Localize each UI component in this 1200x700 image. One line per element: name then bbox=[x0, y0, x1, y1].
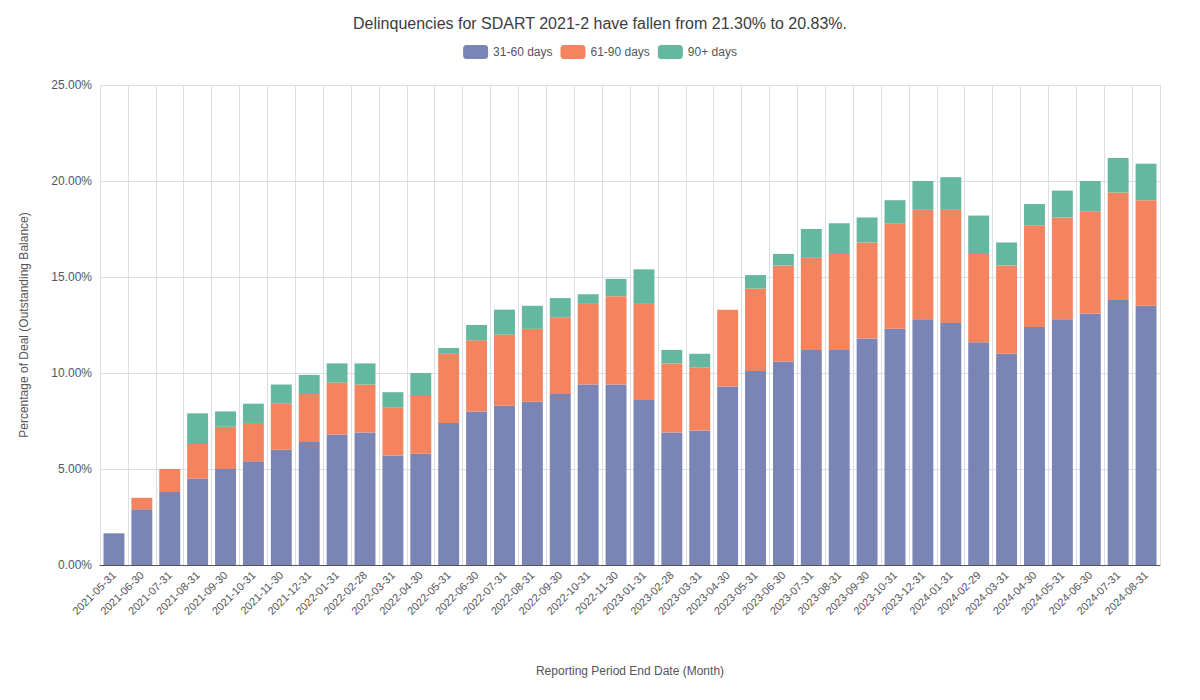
svg-text:31-60 days: 31-60 days bbox=[493, 45, 552, 59]
svg-text:0.00%: 0.00% bbox=[58, 558, 92, 572]
svg-text:2024-06-30: 2024-06-30 bbox=[1046, 568, 1095, 617]
svg-text:2022-04-30: 2022-04-30 bbox=[376, 568, 425, 617]
svg-text:Reporting Period End Date (Mon: Reporting Period End Date (Month) bbox=[536, 664, 724, 678]
svg-text:2024-08-31: 2024-08-31 bbox=[1102, 569, 1150, 617]
svg-text:20.00%: 20.00% bbox=[51, 174, 92, 188]
svg-text:2023-02-28: 2023-02-28 bbox=[627, 568, 677, 617]
svg-text:2023-01-31: 2023-01-31 bbox=[600, 568, 649, 617]
svg-text:10.00%: 10.00% bbox=[51, 366, 92, 380]
svg-text:2021-06-30: 2021-06-30 bbox=[97, 568, 147, 617]
svg-text:2024-02-29: 2024-02-29 bbox=[934, 568, 983, 617]
svg-text:2024-01-31: 2024-01-31 bbox=[906, 568, 955, 617]
svg-text:2023-07-31: 2023-07-31 bbox=[767, 568, 816, 617]
svg-text:2022-08-31: 2022-08-31 bbox=[488, 568, 537, 617]
svg-text:25.00%: 25.00% bbox=[51, 78, 92, 92]
svg-text:2023-05-31: 2023-05-31 bbox=[711, 568, 760, 617]
svg-text:2021-05-31: 2021-05-31 bbox=[70, 568, 119, 617]
svg-text:2022-06-30: 2022-06-30 bbox=[432, 568, 481, 617]
svg-text:2021-11-30: 2021-11-30 bbox=[237, 568, 286, 617]
svg-text:2022-10-31: 2022-10-31 bbox=[544, 568, 593, 617]
svg-text:2022-09-30: 2022-09-30 bbox=[516, 568, 565, 617]
svg-text:2022-03-31: 2022-03-31 bbox=[348, 568, 398, 617]
svg-text:15.00%: 15.00% bbox=[51, 270, 92, 284]
svg-text:2023-06-30: 2023-06-30 bbox=[739, 568, 788, 617]
svg-text:2022-07-31: 2022-07-31 bbox=[460, 568, 509, 617]
svg-text:2022-05-31: 2022-05-31 bbox=[404, 568, 453, 617]
svg-text:2023-08-31: 2023-08-31 bbox=[795, 568, 844, 617]
svg-text:2024-03-31: 2024-03-31 bbox=[962, 568, 1011, 617]
svg-text:90+ days: 90+ days bbox=[688, 45, 737, 59]
svg-text:2021-12-31: 2021-12-31 bbox=[265, 568, 314, 617]
svg-text:2021-09-30: 2021-09-30 bbox=[181, 568, 230, 617]
svg-text:61-90 days: 61-90 days bbox=[590, 45, 649, 59]
svg-text:2022-02-28: 2022-02-28 bbox=[321, 568, 370, 617]
svg-text:2021-07-31: 2021-07-31 bbox=[125, 568, 174, 617]
svg-text:2021-08-31: 2021-08-31 bbox=[153, 568, 202, 617]
svg-text:2023-10-31: 2023-10-31 bbox=[851, 568, 900, 617]
svg-text:2024-07-31: 2024-07-31 bbox=[1074, 568, 1123, 617]
svg-text:2023-09-30: 2023-09-30 bbox=[823, 568, 872, 617]
svg-text:2024-04-30: 2024-04-30 bbox=[990, 568, 1039, 617]
svg-text:2024-05-31: 2024-05-31 bbox=[1018, 568, 1067, 617]
svg-text:2022-11-30: 2022-11-30 bbox=[572, 568, 621, 617]
svg-text:2023-12-31: 2023-12-31 bbox=[878, 568, 928, 617]
svg-text:Percentage of Deal (Outstandin: Percentage of Deal (Outstanding Balance) bbox=[17, 212, 31, 437]
svg-text:Delinquencies for SDART 2021-2: Delinquencies for SDART 2021-2 have fall… bbox=[353, 15, 847, 32]
svg-text:2023-03-31: 2023-03-31 bbox=[655, 568, 704, 617]
svg-text:5.00%: 5.00% bbox=[58, 462, 92, 476]
svg-text:2021-10-31: 2021-10-31 bbox=[209, 568, 258, 617]
svg-text:2022-01-31: 2022-01-31 bbox=[293, 568, 342, 617]
svg-text:2023-04-30: 2023-04-30 bbox=[683, 568, 732, 617]
